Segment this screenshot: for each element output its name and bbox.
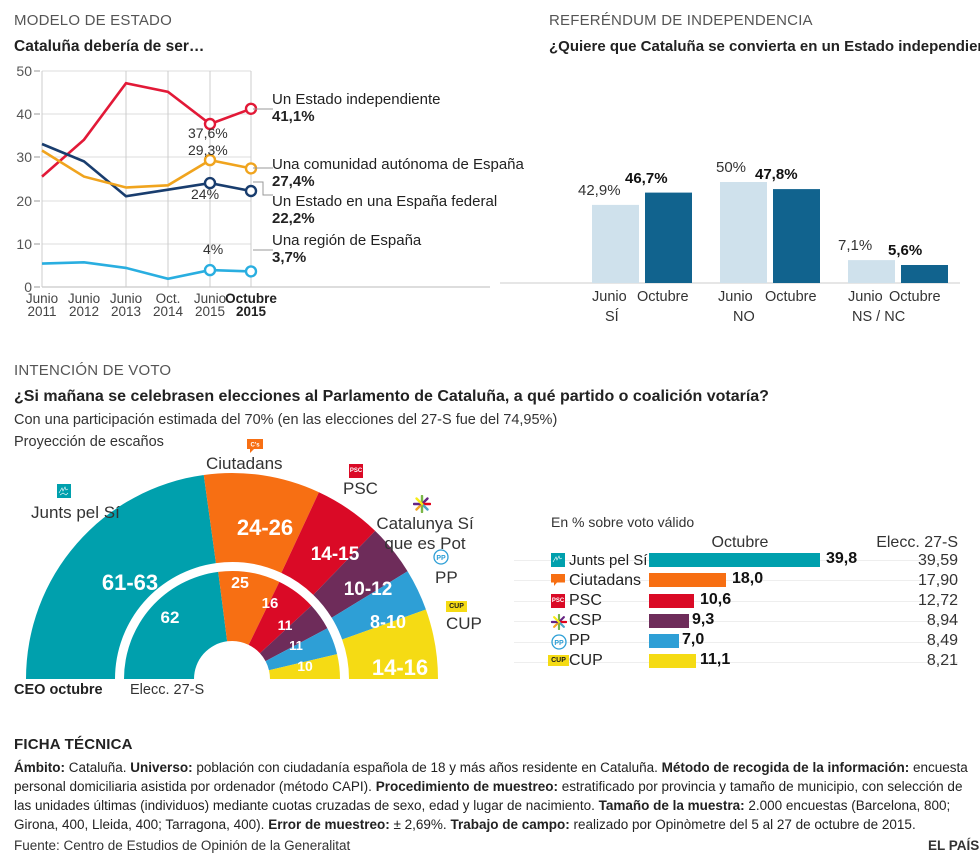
- svg-text:62: 62: [161, 608, 180, 627]
- svg-text:11: 11: [278, 617, 293, 633]
- svg-text:8-10: 8-10: [370, 612, 406, 632]
- svg-text:10: 10: [297, 658, 313, 674]
- svg-text:PP: PP: [436, 555, 446, 562]
- svg-text:10-12: 10-12: [344, 579, 393, 600]
- svg-text:C's: C's: [250, 443, 260, 449]
- svg-text:61-63: 61-63: [102, 570, 158, 595]
- svg-text:25: 25: [231, 575, 249, 592]
- svg-text:PP: PP: [554, 640, 564, 647]
- svg-text:14-16: 14-16: [372, 655, 428, 680]
- svg-text:14-15: 14-15: [311, 544, 360, 565]
- svg-text:11: 11: [289, 638, 303, 653]
- svg-text:24-26: 24-26: [237, 515, 293, 540]
- svg-text:16: 16: [262, 595, 279, 612]
